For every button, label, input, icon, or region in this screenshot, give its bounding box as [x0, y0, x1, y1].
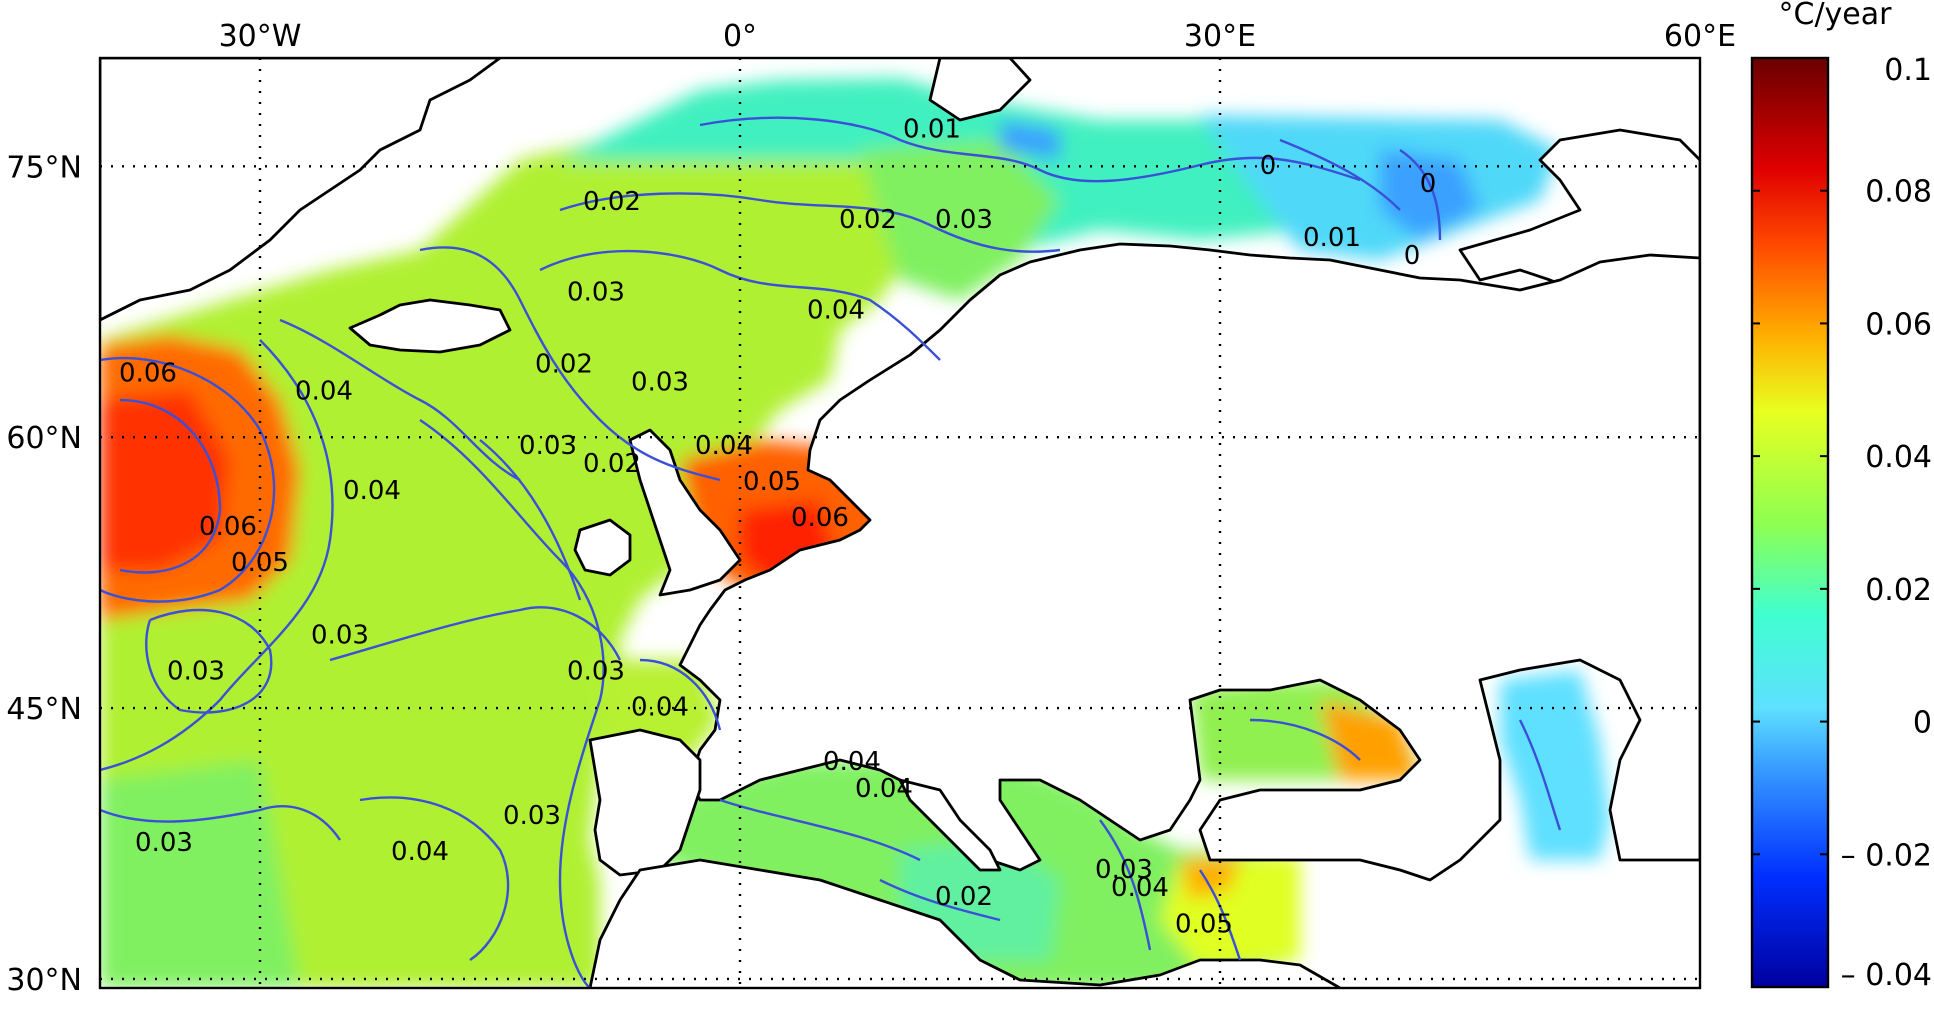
graticule	[100, 58, 1700, 988]
colorbar-tick-label: 0.02	[1865, 573, 1932, 608]
contour-label: 0.04	[1111, 873, 1169, 903]
contour-label: 0.03	[1095, 855, 1153, 885]
lat-tick-label: 60°N	[6, 421, 82, 456]
colorbar-tick-label: 0.06	[1865, 307, 1932, 342]
contour-label: 0.02	[935, 882, 993, 912]
lat-tick-label: 30°N	[6, 963, 82, 998]
contour-label: 0.03	[311, 620, 369, 650]
contour-label: 0.03	[935, 205, 993, 235]
colorbar-tick-label: 0.04	[1865, 440, 1932, 475]
contour-label: 0.02	[583, 187, 641, 217]
contour-label: 0.02	[583, 449, 641, 479]
contour-label: 0.03	[503, 801, 561, 831]
contour-label: 0.03	[567, 656, 625, 686]
colorbar-tick-label: 0.1	[1884, 53, 1932, 88]
contour-label: 0.06	[791, 503, 849, 533]
contour-label: 0.03	[135, 828, 193, 858]
contour-label: 0.04	[343, 476, 401, 506]
contour-label: 0.04	[391, 837, 449, 867]
colorbar-tick-label: – 0.02	[1841, 838, 1932, 873]
lon-tick-label: 30°W	[219, 19, 302, 54]
colorbar-gradient	[1750, 56, 1830, 989]
contour-label: 0.04	[823, 747, 881, 777]
contour-label: 0.04	[631, 693, 689, 723]
contour-label: 0.03	[631, 368, 689, 398]
colorbar-tick-label: 0.08	[1865, 175, 1932, 210]
contour-label: 0.04	[855, 774, 913, 804]
contour-label: 0.05	[743, 467, 801, 497]
lon-tick-label: 60°E	[1664, 19, 1736, 54]
contour-label: 0.05	[231, 548, 289, 578]
contour-label: 0.04	[695, 431, 753, 461]
contour-label: 0.05	[1175, 909, 1233, 939]
colorbar-tick-label: 0	[1913, 706, 1932, 741]
colorbar-tick-label: – 0.04	[1841, 958, 1932, 993]
contour-label: 0.06	[199, 512, 257, 542]
colorbar-unit: °C/year	[1779, 0, 1893, 32]
contour-label: 0.02	[839, 205, 897, 235]
contour-label: 0.03	[519, 431, 577, 461]
contour-label: 0	[1260, 151, 1277, 181]
contour-label: 0.03	[567, 277, 625, 307]
lat-tick-label: 45°N	[6, 692, 82, 727]
axis-labels: 30°W 0° 30°E 60°E 75°N 60°N 45°N 30°N	[6, 19, 1736, 998]
land-masses	[100, 58, 1700, 988]
lon-tick-label: 30°E	[1184, 19, 1256, 54]
contour-label: 0.01	[903, 115, 961, 145]
contour-labels: 0.010.020.02 0.03000.0100.030.040.020.030…	[119, 115, 1436, 940]
contour-label: 0	[1404, 241, 1421, 271]
contour-label: 0.01	[1303, 223, 1361, 253]
contour-label: 0.04	[295, 377, 353, 407]
lat-tick-label: 75°N	[6, 150, 82, 185]
contour-label: 0.04	[807, 295, 865, 325]
contour-label: 0.03	[167, 656, 225, 686]
contour-label: 0	[1420, 169, 1437, 199]
colorbar: °C/year 0.1 0.08 0.06 0.04 0.02 0 – 0.02 – 0.04	[1750, 0, 1932, 993]
contour-label: 0.02	[535, 349, 593, 379]
map-frame	[98, 56, 1702, 990]
lon-tick-label: 0°	[723, 19, 757, 54]
contour-lines	[100, 116, 1562, 988]
contour-label: 0.06	[119, 359, 177, 389]
